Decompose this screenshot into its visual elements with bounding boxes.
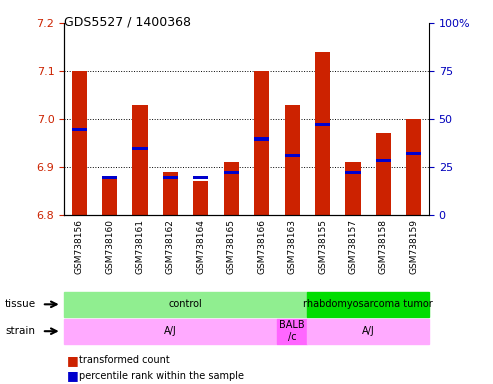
Bar [307,292,429,317]
Bar [345,171,360,174]
Bar [102,177,117,215]
Bar [277,319,307,344]
Text: GSM738155: GSM738155 [318,219,327,274]
Bar [345,162,360,215]
Text: GSM738165: GSM738165 [227,219,236,274]
Text: percentile rank within the sample: percentile rank within the sample [79,371,244,381]
Bar [64,292,307,317]
Bar [284,154,300,157]
Text: control: control [169,299,203,310]
Text: transformed count: transformed count [79,355,170,365]
Text: GSM738158: GSM738158 [379,219,388,274]
Bar [224,162,239,215]
Text: GSM738159: GSM738159 [409,219,418,274]
Bar [133,147,148,150]
Bar [193,182,209,215]
Bar [307,319,429,344]
Text: strain: strain [5,326,35,336]
Bar [284,105,300,215]
Bar [376,159,391,162]
Bar [406,152,422,155]
Bar [406,119,422,215]
Bar [315,52,330,215]
Text: GSM738157: GSM738157 [349,219,357,274]
Text: ■: ■ [67,369,78,382]
Text: GSM738166: GSM738166 [257,219,266,274]
Bar [71,71,87,215]
Bar [102,176,117,179]
Bar [193,176,209,179]
Bar [133,105,148,215]
Text: GSM738161: GSM738161 [136,219,144,274]
Text: GSM738160: GSM738160 [105,219,114,274]
Bar [224,171,239,174]
Text: GSM738162: GSM738162 [166,219,175,274]
Text: ■: ■ [67,354,78,367]
Text: A/J: A/J [164,326,177,336]
Text: A/J: A/J [362,326,375,336]
Bar [254,71,269,215]
Bar [163,176,178,179]
Text: tissue: tissue [5,299,36,310]
Bar [64,319,277,344]
Text: GDS5527 / 1400368: GDS5527 / 1400368 [64,15,191,28]
Text: BALB
/c: BALB /c [280,320,305,342]
Text: rhabdomyosarcoma tumor: rhabdomyosarcoma tumor [303,299,433,310]
Text: GSM738163: GSM738163 [287,219,297,274]
Bar [71,128,87,131]
Bar [315,123,330,126]
Bar [376,134,391,215]
Text: GSM738156: GSM738156 [75,219,84,274]
Bar [163,172,178,215]
Bar [254,137,269,141]
Text: GSM738164: GSM738164 [196,219,206,274]
